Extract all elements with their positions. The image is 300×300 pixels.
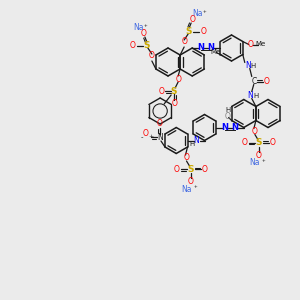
- Text: O: O: [242, 138, 248, 147]
- Text: ⁺: ⁺: [194, 186, 197, 192]
- Text: S: S: [171, 86, 177, 95]
- Text: O: O: [181, 38, 187, 46]
- Text: O: O: [200, 28, 206, 37]
- Text: Me: Me: [210, 49, 220, 55]
- Text: S: S: [256, 138, 262, 147]
- Text: O: O: [141, 29, 147, 38]
- Text: S: S: [144, 41, 150, 50]
- Text: N: N: [247, 91, 253, 100]
- Text: O: O: [171, 100, 177, 109]
- Text: O: O: [143, 128, 149, 137]
- Text: S: S: [186, 28, 192, 37]
- Text: N: N: [194, 136, 200, 145]
- Text: ⁺: ⁺: [144, 25, 148, 31]
- Text: Na: Na: [192, 10, 202, 19]
- Text: Na: Na: [250, 158, 260, 167]
- Text: O: O: [158, 86, 164, 95]
- Text: ⁺: ⁺: [202, 11, 206, 17]
- Text: N: N: [245, 61, 250, 70]
- Text: N: N: [221, 123, 228, 132]
- Text: O: O: [175, 74, 181, 83]
- Text: O: O: [225, 112, 231, 121]
- Text: +: +: [148, 134, 154, 140]
- Text: O: O: [202, 164, 207, 173]
- Text: O: O: [252, 127, 258, 136]
- Text: O: O: [256, 151, 262, 160]
- Text: Na: Na: [181, 184, 192, 194]
- Text: O: O: [130, 41, 136, 50]
- Text: O: O: [188, 178, 194, 187]
- Text: Me: Me: [256, 41, 266, 47]
- Text: Na: Na: [134, 23, 144, 32]
- Text: C: C: [251, 77, 256, 86]
- Text: O: O: [174, 164, 179, 173]
- Text: N: N: [231, 123, 238, 132]
- Text: O: O: [270, 138, 276, 147]
- Text: N: N: [208, 44, 215, 52]
- Text: ⁺: ⁺: [262, 160, 266, 166]
- Text: H: H: [189, 142, 194, 148]
- Text: S: S: [187, 164, 194, 173]
- Text: H: H: [225, 107, 230, 113]
- Text: H: H: [250, 62, 255, 68]
- Text: N: N: [198, 44, 205, 52]
- Text: O: O: [248, 40, 254, 49]
- Text: N: N: [157, 133, 163, 142]
- Text: O: O: [149, 52, 155, 61]
- Text: O: O: [264, 77, 270, 86]
- Text: -: -: [141, 134, 143, 140]
- Text: O: O: [157, 119, 163, 128]
- Text: O: O: [184, 154, 189, 163]
- Text: O: O: [189, 16, 195, 25]
- Text: H: H: [253, 92, 258, 98]
